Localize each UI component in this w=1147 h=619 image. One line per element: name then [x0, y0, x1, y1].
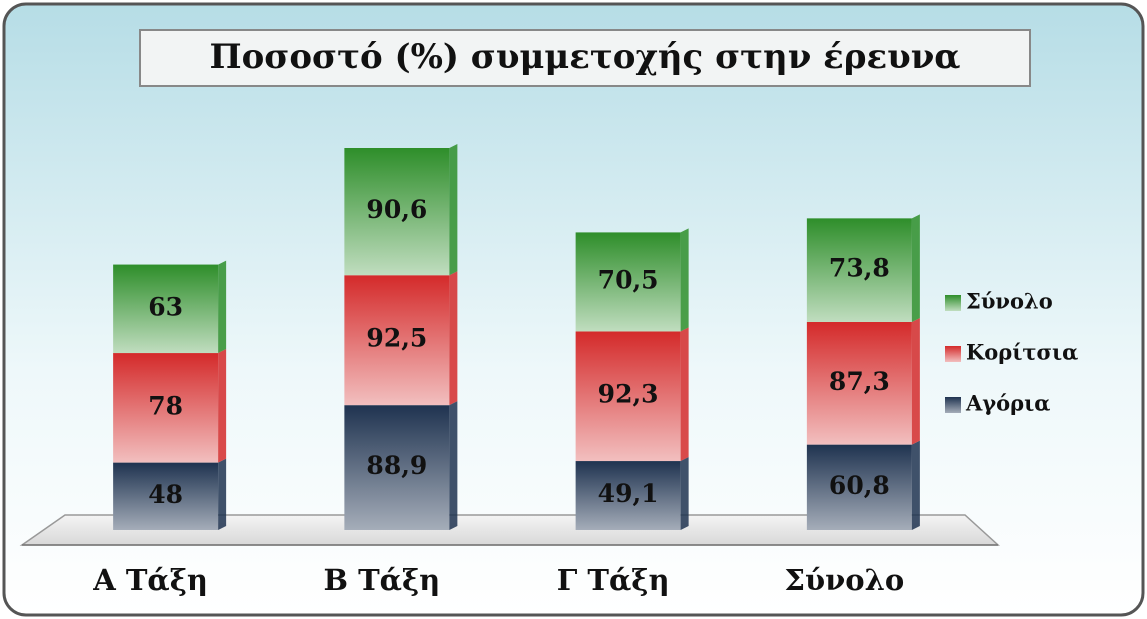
legend-swatch [945, 346, 961, 362]
bar-segment [575, 461, 681, 530]
legend-label: Αγόρια [965, 391, 1050, 416]
bar-segment [113, 264, 219, 354]
data-label: 70,5 [598, 265, 659, 294]
bar-segment [113, 462, 219, 530]
bar-side [218, 260, 227, 354]
legend-label: Σύνολο [966, 289, 1053, 314]
data-label: 63 [148, 292, 183, 321]
data-label: 60,8 [829, 471, 890, 500]
data-label: 78 [148, 391, 183, 420]
bar-side [911, 214, 920, 323]
bar-segment [344, 405, 450, 530]
data-label: 73,8 [829, 254, 890, 283]
bar-side [218, 458, 227, 530]
chart-title: Ποσοστό (%) συμμετοχής στην έρευνα [210, 37, 961, 77]
data-label: 49,1 [598, 479, 659, 508]
bar-side [911, 440, 920, 530]
bar-side [680, 457, 689, 530]
x-tick-label: Γ Τάξη [557, 563, 670, 597]
data-label: 92,3 [598, 380, 659, 409]
bar-segment [344, 275, 450, 406]
bar-side [218, 349, 227, 463]
legend-swatch [945, 397, 961, 413]
bar-segment [806, 218, 912, 323]
bar-side [449, 144, 458, 276]
bar-segment [344, 148, 450, 276]
legend-label: Κορίτσια [966, 340, 1078, 365]
data-label: 87,3 [829, 367, 890, 396]
bar-side [911, 318, 920, 445]
data-label: 48 [148, 480, 183, 509]
bar-side [680, 327, 689, 462]
bar-segment [806, 444, 912, 530]
bar-segment [575, 331, 681, 462]
x-tick-label: Α Τάξη [92, 563, 208, 597]
data-label: 92,5 [366, 324, 427, 353]
bar-segment [113, 353, 219, 463]
bar-side [449, 271, 458, 406]
legend-swatch [945, 295, 961, 311]
title-box [139, 29, 1031, 87]
x-tick-label: Σύνολο [784, 563, 904, 597]
bar-side [680, 228, 689, 332]
bar-segment [806, 322, 912, 445]
bar-side [449, 401, 458, 530]
bar-segment [575, 232, 681, 332]
data-label: 88,9 [366, 451, 427, 480]
data-label: 90,6 [366, 195, 427, 224]
x-tick-label: Β Τάξη [323, 563, 440, 597]
